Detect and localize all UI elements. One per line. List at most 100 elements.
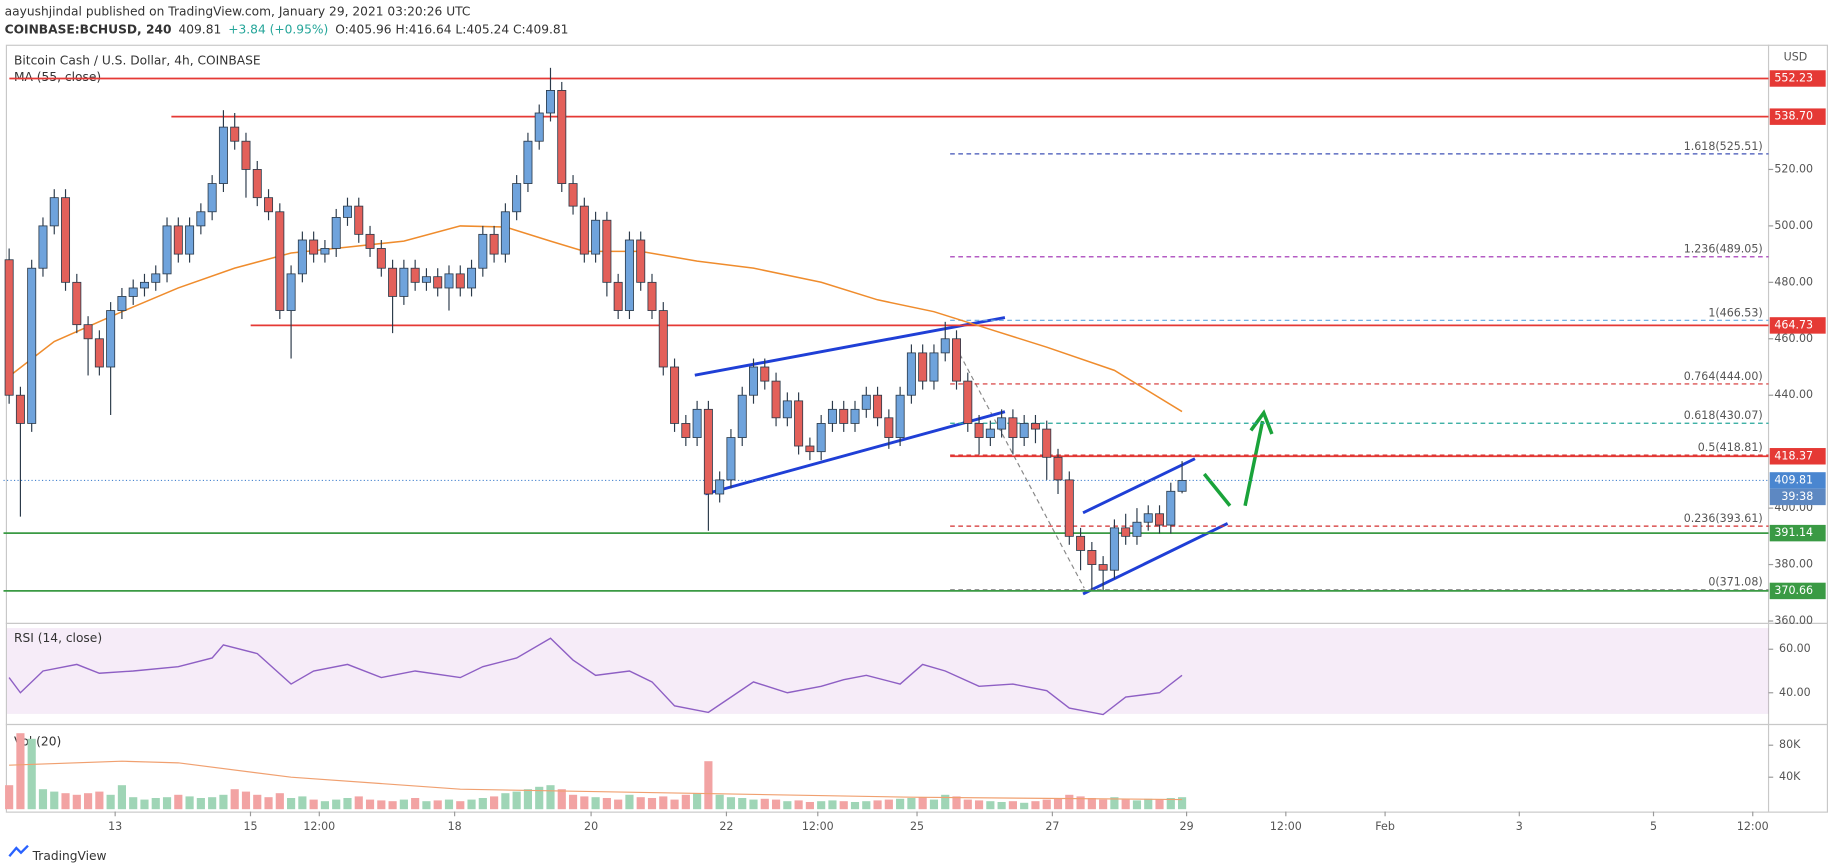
candle-body [342, 205, 352, 218]
volume-bar [884, 799, 893, 810]
volume-bar [693, 793, 702, 810]
volume-bar [95, 791, 104, 810]
volume-bar [771, 799, 781, 810]
volume-bar [805, 801, 814, 810]
candle-body [297, 239, 307, 275]
candle-body [309, 239, 319, 255]
volume-bar [208, 797, 217, 810]
volume-bar [219, 794, 228, 810]
symbol: COINBASE:BCHUSD, 240 [5, 22, 172, 36]
volume-bar [670, 799, 679, 810]
volume-bar [1132, 800, 1142, 810]
volume-bar [456, 801, 465, 810]
volume-tick-label: 40K [1779, 770, 1801, 783]
volume-bar [309, 799, 318, 810]
candle-body [354, 205, 364, 235]
currency: USD [1784, 51, 1808, 64]
volume-bar [241, 791, 251, 810]
volume-bar [557, 789, 566, 810]
y-tick-label: 440.00 [1774, 388, 1813, 401]
volume-bar [681, 794, 690, 810]
candle-body [782, 400, 792, 419]
symbol-line: COINBASE:BCHUSD, 240 409.81 +3.84 (+0.95%)… [5, 22, 569, 36]
candle-body [455, 273, 465, 289]
volume-bar [794, 800, 803, 810]
candle-body [1166, 490, 1176, 526]
x-tick-label: Feb [1375, 820, 1395, 833]
volume-bar [264, 797, 273, 810]
x-tick-label: 20 [584, 820, 598, 833]
ma-line [8, 225, 1183, 413]
candle-body [4, 259, 14, 396]
volume-bar [512, 791, 521, 810]
candle-body [963, 380, 973, 424]
candle-body [1143, 513, 1153, 523]
volume-bar [422, 801, 431, 810]
candle-body [940, 338, 950, 354]
candle-body [1019, 423, 1029, 438]
volume-bar [298, 796, 307, 810]
candle-body [38, 225, 48, 269]
candle-body [636, 239, 646, 283]
level-box-label: 418.37 [1774, 449, 1813, 462]
candle-body [546, 90, 555, 114]
level-box [1769, 317, 1826, 334]
byline: aayushjindal published on TradingView.co… [5, 4, 471, 18]
volume-bar [162, 797, 172, 810]
candle-body [252, 169, 262, 199]
volume-bar [444, 799, 454, 810]
candle-body [749, 366, 758, 396]
candle-body [421, 276, 431, 283]
level-box [1769, 582, 1826, 600]
volume-bar [918, 797, 927, 810]
candle-body [500, 211, 510, 255]
fib-label: 0(371.08) [1708, 576, 1762, 589]
volume-bar [715, 794, 724, 810]
x-tick-label: 12:00 [303, 820, 335, 833]
volume-bar [963, 799, 972, 810]
volume-bar [546, 785, 555, 810]
candle-body [771, 380, 781, 419]
level-box [1769, 108, 1826, 125]
candle-body [467, 267, 477, 289]
candle-body [568, 183, 578, 207]
candle-body [579, 205, 589, 255]
volume-bar [84, 793, 93, 810]
level-box-label: 552.23 [1774, 71, 1813, 84]
candle-body [1121, 527, 1131, 537]
candle-body [320, 248, 330, 255]
volume-bar [50, 791, 59, 810]
fib-label: 0.236(393.61) [1684, 512, 1763, 525]
fib-label: 1.236(489.05) [1684, 243, 1763, 256]
volume-bar [467, 799, 476, 810]
y-tick-label: 360.00 [1774, 614, 1813, 627]
candle-body [128, 287, 138, 297]
volume-bar [997, 801, 1006, 810]
x-tick-label: 15 [243, 820, 257, 833]
volume-bar [523, 789, 533, 810]
candle-body [173, 225, 183, 255]
candle-body [489, 233, 499, 255]
candle-body [726, 437, 736, 481]
volume-bar [253, 794, 262, 810]
x-tick-label: 29 [1180, 820, 1194, 833]
volume-bar [1110, 797, 1119, 810]
candle-body [1087, 550, 1097, 565]
candle-body [207, 183, 217, 213]
volume-bar [1042, 799, 1051, 810]
chart-title: Bitcoin Cash / U.S. Dollar, 4h, COINBASE [14, 54, 261, 68]
volume-bar [332, 799, 341, 810]
candle-body [365, 233, 375, 249]
candle-body [49, 197, 59, 227]
volume-bar [636, 797, 645, 810]
volume-bar [659, 796, 668, 810]
volume-bar [580, 796, 589, 810]
candle-body [478, 233, 488, 269]
candle-body [534, 112, 544, 142]
volume-bar [196, 797, 205, 810]
volume-bar [433, 800, 442, 810]
candle-body [906, 352, 916, 396]
candle-body [1098, 564, 1108, 571]
candle-body [1109, 527, 1119, 571]
y-tick-label: 380.00 [1774, 558, 1813, 571]
